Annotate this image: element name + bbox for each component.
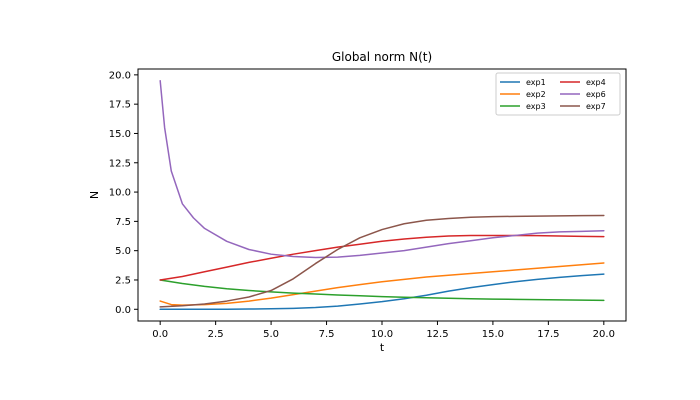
legend-label-exp4: exp4 xyxy=(586,78,606,87)
y-tick-label: 0.0 xyxy=(115,305,131,316)
x-tick-label: 20.0 xyxy=(593,329,615,340)
legend-label-exp1: exp1 xyxy=(526,78,546,87)
y-tick-label: 12.5 xyxy=(109,158,131,169)
legend-label-exp7: exp7 xyxy=(586,102,606,111)
y-axis-label: N xyxy=(88,191,101,199)
series-line-exp1 xyxy=(159,273,605,311)
series-line-exp7 xyxy=(159,214,605,308)
x-tick-label: 0.0 xyxy=(152,329,168,340)
series-line-exp2 xyxy=(159,262,605,306)
x-tick-label: 12.5 xyxy=(426,329,448,340)
y-tick-label: 7.5 xyxy=(115,217,131,228)
legend: exp1 exp2 exp3 exp4 exp6 exp7 xyxy=(495,72,621,116)
y-tick-label: 17.5 xyxy=(109,100,131,111)
y-tick-label: 5.0 xyxy=(115,246,131,257)
x-tick-label: 15.0 xyxy=(482,329,504,340)
legend-label-exp2: exp2 xyxy=(526,90,546,99)
y-tick-label: 10.0 xyxy=(109,188,131,199)
x-axis-label: t xyxy=(380,341,385,354)
series-line-exp3 xyxy=(159,279,605,302)
x-tick-label: 2.5 xyxy=(208,329,224,340)
series-line-exp4 xyxy=(159,234,605,281)
series-layer xyxy=(159,79,605,311)
legend-label-exp3: exp3 xyxy=(526,102,546,111)
y-tick-label: 2.5 xyxy=(115,275,131,286)
y-tick-label: 20.0 xyxy=(109,70,131,81)
series-line-exp6 xyxy=(159,79,605,259)
chart-title: Global norm N(t) xyxy=(332,50,432,64)
legend-box xyxy=(495,72,621,116)
y-tick-label: 15.0 xyxy=(109,129,131,140)
x-tick-label: 7.5 xyxy=(319,329,335,340)
x-tick-label: 5.0 xyxy=(263,329,279,340)
axes-layer: 0.0 2.5 5.0 7.5 10.0 12.5 15.0 17.5 20.0 0.0 2.5 5.… xyxy=(109,68,627,340)
x-tick-label: 17.5 xyxy=(537,329,559,340)
legend-label-exp6: exp6 xyxy=(586,90,606,99)
x-tick-label: 10.0 xyxy=(371,329,393,340)
